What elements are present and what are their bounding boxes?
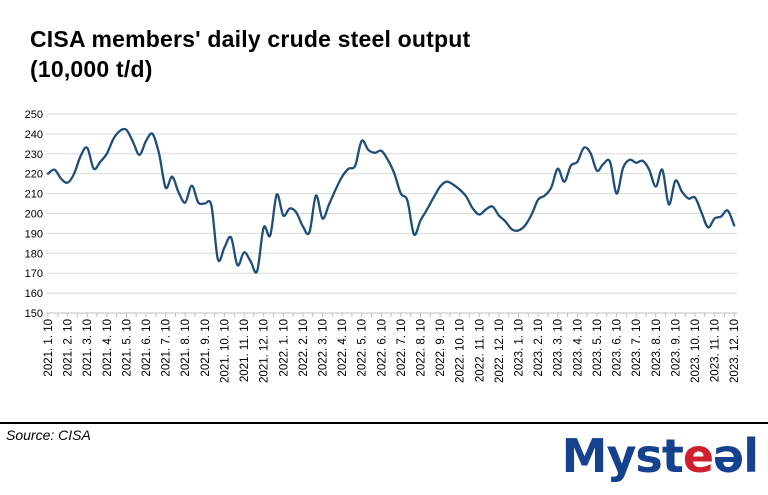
y-axis-label: 230 [25, 149, 43, 161]
y-axis-label: 200 [25, 209, 43, 221]
x-axis-label: 2023. 9. 10 [670, 319, 682, 377]
x-axis-label: 2021. 6. 10 [141, 319, 153, 377]
x-axis-label: 2023. 3. 10 [553, 319, 565, 377]
y-axis-label: 240 [25, 129, 43, 141]
x-axis-label: 2023. 1. 10 [514, 319, 526, 377]
mysteel-logo: Mysteəl [561, 429, 759, 483]
logo-text-e-red: e [682, 429, 714, 483]
x-axis-label: 2021. 8. 10 [180, 319, 192, 377]
x-axis-label: 2022. 4. 10 [337, 319, 349, 377]
steel-output-chart: 150 160 170 180 190 200 210 220 230 240 250 2021. 1… [25, 109, 742, 383]
chart-title: CISA members' daily crude steel output (… [30, 24, 470, 84]
x-axis-label: 2023. 12. 10 [729, 319, 741, 383]
x-axis-label: 2021. 4. 10 [102, 319, 114, 377]
logo-text-l: l [743, 429, 759, 483]
x-axis-label: 2023. 8. 10 [651, 319, 663, 377]
chart-title-line2: (10,000 t/d) [30, 56, 153, 82]
x-axis-label: 2023. 10. 10 [690, 319, 702, 383]
y-axis-label: 250 [25, 109, 43, 121]
x-axis-label: 2021. 1. 10 [43, 319, 55, 377]
x-axis-label: 2021. 2. 10 [63, 319, 75, 377]
chart-title-line1: CISA members' daily crude steel output [30, 26, 471, 52]
x-axis-label: 2022. 8. 10 [416, 319, 428, 377]
x-axis-label: 2023. 11. 10 [710, 319, 722, 382]
x-axis-label: 2022. 9. 10 [435, 319, 447, 377]
x-axis-label: 2021. 12. 10 [259, 319, 271, 383]
x-axis-label: 2022. 3. 10 [317, 319, 329, 377]
x-axis-label: 2023. 4. 10 [572, 319, 584, 377]
logo-text-myst: Myst [561, 429, 684, 483]
logo-text-e-blue: ə [713, 429, 744, 483]
footer-divider [0, 422, 768, 424]
x-axis-label: 2021. 5. 10 [121, 319, 133, 377]
x-axis-label: 2022. 11. 10 [474, 319, 486, 382]
x-axis-label: 2023. 7. 10 [631, 319, 643, 377]
x-axis-label: 2022. 7. 10 [396, 319, 408, 377]
y-axis-label: 190 [25, 228, 43, 240]
x-axis-label: 2023. 2. 10 [533, 319, 545, 377]
x-axis-label: 2022. 12. 10 [494, 319, 506, 383]
y-axis-label: 180 [25, 248, 43, 260]
x-axis-label: 2023. 6. 10 [612, 319, 624, 377]
steel-output-line [46, 127, 736, 274]
x-axis-label: 2022. 6. 10 [376, 319, 388, 377]
x-axis-label: 2021. 3. 10 [82, 319, 94, 377]
x-axis-label: 2022. 5. 10 [357, 319, 369, 377]
y-axis-label: 150 [25, 308, 43, 320]
x-axis-label: 2021. 7. 10 [161, 319, 173, 377]
y-axis-label: 170 [25, 268, 43, 280]
y-axis-label: 220 [25, 169, 43, 181]
x-axis-label: 2021. 11. 10 [239, 319, 251, 382]
x-axis-label: 2022. 2. 10 [298, 319, 310, 377]
y-axis-label: 160 [25, 288, 43, 300]
source-label: Source: CISA [6, 427, 91, 443]
x-axis-label: 2023. 5. 10 [592, 319, 604, 377]
x-axis-label: 2022. 10. 10 [455, 319, 467, 383]
x-axis-label: 2021. 9. 10 [200, 319, 212, 377]
y-axis-label: 210 [25, 189, 43, 201]
x-axis-label: 2021. 10. 10 [219, 319, 231, 383]
x-axis-label: 2022. 1. 10 [278, 319, 290, 377]
